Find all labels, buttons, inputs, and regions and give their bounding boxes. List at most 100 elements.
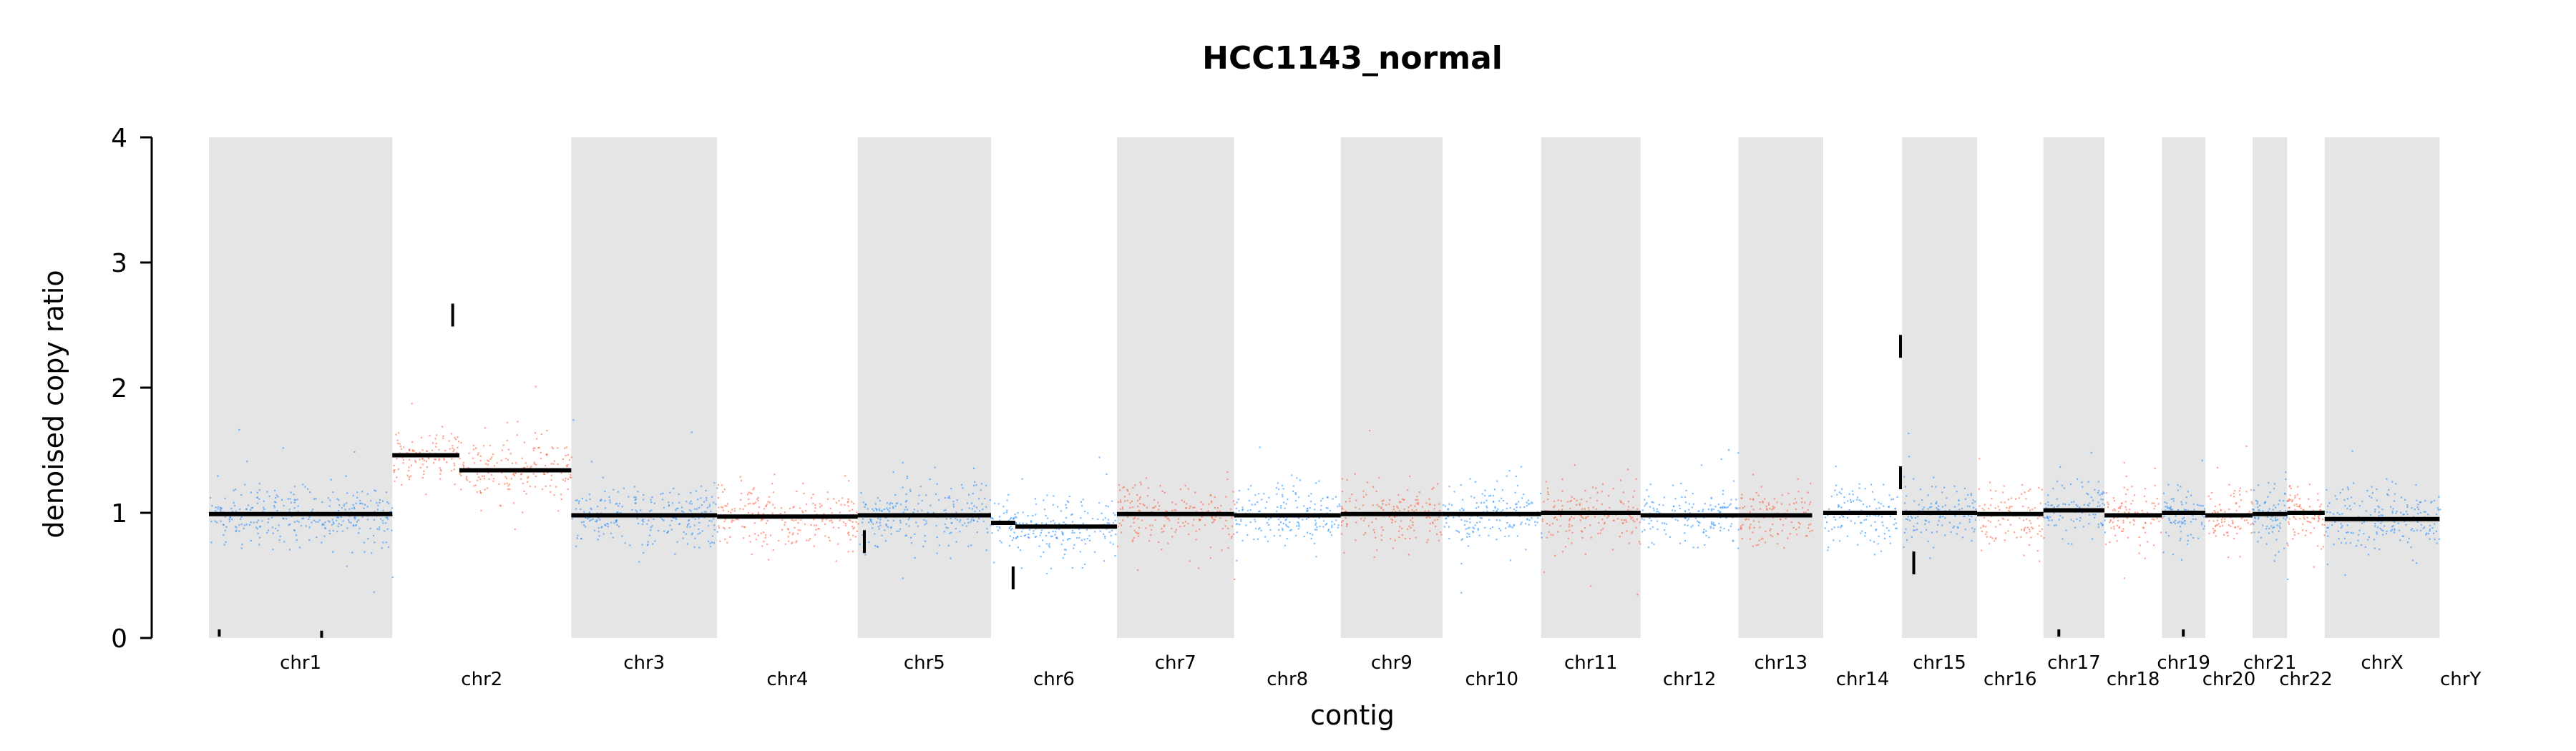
data-point — [1777, 534, 1780, 536]
data-point — [1468, 533, 1470, 535]
data-point — [472, 448, 474, 451]
data-point — [2112, 509, 2114, 511]
copy-ratio-points — [210, 386, 2441, 596]
data-point — [1560, 500, 1562, 502]
data-point — [245, 524, 248, 526]
data-point — [1781, 530, 1783, 532]
data-point — [275, 496, 277, 499]
data-point — [616, 524, 618, 526]
data-point — [1447, 515, 1450, 518]
data-point — [799, 529, 801, 531]
data-point — [272, 549, 274, 551]
data-point — [924, 524, 926, 526]
data-point — [359, 499, 361, 502]
data-point — [235, 529, 238, 531]
data-point — [2293, 516, 2295, 518]
data-point — [1159, 485, 1161, 487]
data-point — [522, 511, 524, 514]
data-point — [600, 526, 602, 529]
data-point — [1840, 525, 1843, 527]
data-point — [2291, 501, 2293, 503]
data-point — [2165, 531, 2167, 534]
data-point — [1948, 509, 1951, 511]
data-point — [2175, 519, 2177, 521]
data-point — [1120, 501, 1122, 504]
data-point — [772, 491, 774, 494]
data-point — [351, 551, 353, 554]
data-point — [1834, 489, 1836, 491]
data-point — [2142, 527, 2145, 529]
data-point — [327, 497, 329, 499]
data-point — [986, 528, 988, 530]
data-point — [1719, 529, 1722, 531]
data-point — [2424, 526, 2426, 529]
data-point — [1292, 485, 1294, 487]
data-point — [1581, 508, 1584, 510]
data-point — [2113, 526, 2115, 528]
data-point — [1097, 518, 1099, 520]
data-point — [1362, 490, 1365, 492]
data-point — [1520, 466, 1523, 468]
data-point — [970, 521, 972, 523]
data-point — [1397, 494, 1400, 496]
data-point — [1523, 506, 1526, 509]
data-point — [1652, 526, 1654, 528]
data-point — [344, 509, 346, 511]
data-point — [2334, 495, 2336, 497]
data-point — [1758, 521, 1760, 523]
data-point — [1395, 511, 1397, 513]
data-point — [1219, 517, 1221, 519]
contig-label-chr16: chr16 — [1984, 669, 2037, 690]
data-point — [1905, 528, 1907, 530]
data-point — [1394, 539, 1396, 541]
data-point — [1407, 506, 1410, 509]
data-point — [2296, 494, 2298, 496]
data-point — [1752, 545, 1754, 547]
data-point — [2251, 503, 2253, 505]
data-point — [2350, 496, 2352, 499]
data-point — [2215, 535, 2217, 537]
y-axis-label: denoised copy ratio — [38, 270, 69, 538]
data-point — [1771, 509, 1773, 511]
data-point — [2181, 523, 2183, 525]
data-point — [2195, 518, 2197, 521]
data-point — [1647, 546, 1649, 549]
data-point — [2314, 514, 2316, 516]
data-point — [1903, 502, 1906, 504]
data-point — [1234, 512, 1236, 514]
data-point — [2416, 529, 2418, 531]
data-point — [748, 535, 751, 537]
band-chr9 — [1340, 137, 1443, 638]
data-point — [402, 459, 404, 461]
data-point — [1052, 504, 1054, 506]
data-point — [2386, 478, 2388, 480]
data-point — [2273, 488, 2275, 490]
data-point — [1438, 516, 1440, 518]
data-point — [1479, 521, 1481, 523]
data-point — [1051, 535, 1053, 537]
data-point — [1008, 545, 1011, 547]
data-point — [2273, 483, 2275, 485]
data-point — [1398, 536, 1400, 539]
data-point — [1581, 531, 1584, 533]
data-point — [425, 461, 427, 463]
data-point — [2333, 544, 2335, 546]
data-point — [535, 463, 537, 466]
data-point — [1133, 521, 1135, 524]
data-point — [819, 503, 821, 505]
data-point — [2318, 519, 2320, 521]
contig-label-chr14: chr14 — [1836, 669, 1890, 690]
data-point — [2079, 519, 2081, 522]
data-point — [1568, 524, 1571, 526]
data-point — [1091, 518, 1094, 520]
data-point — [435, 446, 437, 448]
data-point — [1114, 514, 1116, 516]
data-point — [462, 465, 464, 467]
data-point — [1580, 530, 1583, 532]
data-point — [924, 540, 927, 542]
data-point — [1359, 508, 1361, 510]
data-point — [1541, 536, 1543, 539]
data-point — [301, 518, 303, 520]
data-point — [851, 501, 853, 503]
data-point — [388, 502, 390, 505]
